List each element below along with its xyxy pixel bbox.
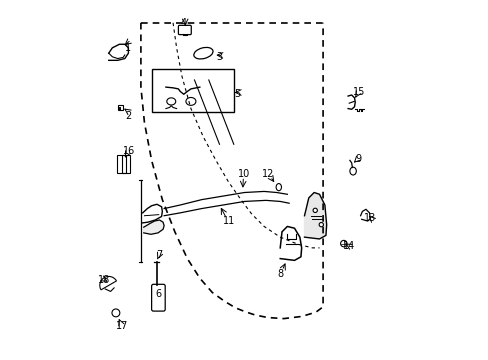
Text: 15: 15 [352, 87, 364, 98]
Text: 10: 10 [237, 169, 249, 179]
Ellipse shape [312, 208, 317, 212]
Polygon shape [143, 220, 164, 234]
Text: 18: 18 [98, 275, 110, 285]
Text: 7: 7 [156, 250, 163, 260]
Text: 5: 5 [234, 89, 240, 99]
Polygon shape [304, 193, 326, 239]
Text: 11: 11 [223, 216, 235, 226]
Text: 8: 8 [277, 269, 283, 279]
Text: 3: 3 [216, 52, 222, 62]
Text: 17: 17 [116, 321, 128, 331]
Text: 16: 16 [123, 146, 135, 156]
Text: 2: 2 [125, 111, 131, 121]
Text: 6: 6 [155, 289, 162, 299]
Text: 14: 14 [342, 241, 354, 251]
Text: 12: 12 [261, 169, 273, 179]
Text: 9: 9 [355, 154, 361, 163]
Ellipse shape [319, 222, 323, 227]
Text: 13: 13 [364, 213, 376, 223]
Text: 4: 4 [181, 18, 186, 28]
Text: 1: 1 [125, 43, 131, 53]
